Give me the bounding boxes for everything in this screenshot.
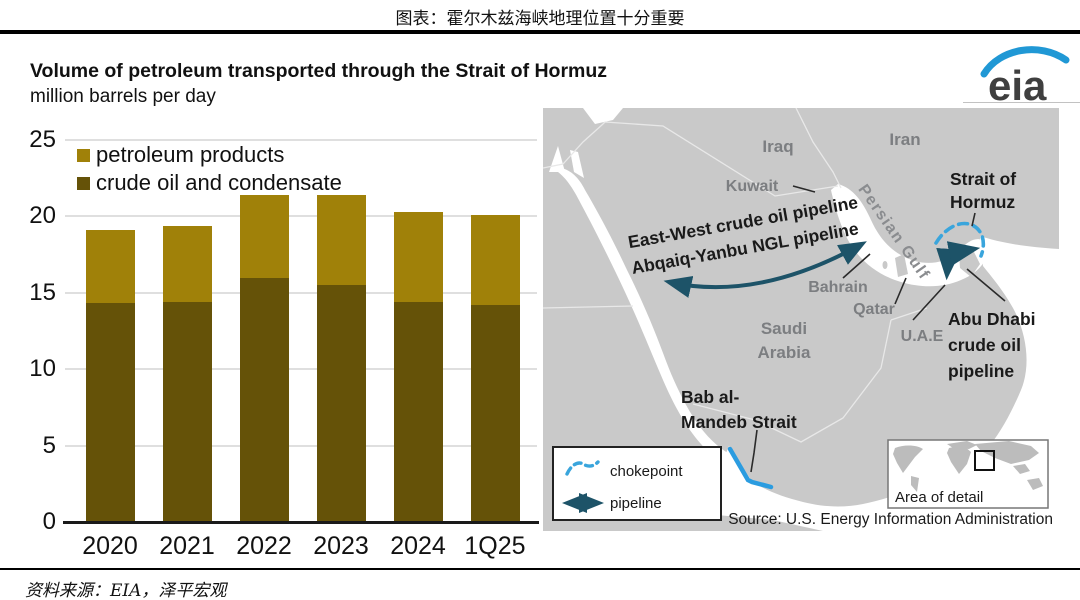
label-abu-dhabi-2: crude oil bbox=[948, 335, 1021, 355]
inset-world-continents bbox=[893, 441, 1043, 492]
label-qatar: Qatar bbox=[853, 301, 895, 318]
legend-swatch-petroleum-products bbox=[77, 149, 90, 162]
y-tick-0: 0 bbox=[42, 508, 56, 535]
legend-swatch-crude-oil bbox=[77, 177, 90, 190]
label-kuwait: Kuwait bbox=[726, 178, 779, 195]
label-strait-of-hormuz-1: Strait of bbox=[950, 169, 1016, 189]
bar-segment-crude-2021 bbox=[162, 301, 212, 522]
bab-leader bbox=[750, 429, 758, 473]
label-bab-al-mandeb-2: Mandeb Strait bbox=[681, 412, 797, 432]
bar-segment-petroleum-1Q25 bbox=[470, 214, 520, 305]
country-borders bbox=[543, 108, 928, 443]
map-legend-pipeline-label: pipeline bbox=[610, 495, 662, 512]
header-divider bbox=[0, 30, 1080, 34]
bab-al-mandeb-chokepoint bbox=[727, 446, 774, 490]
y-tick-25: 25 bbox=[29, 126, 56, 153]
eia-swoosh-icon bbox=[980, 46, 1070, 78]
label-strait-of-hormuz-2: Hormuz bbox=[950, 192, 1015, 212]
x-axis-line bbox=[63, 521, 539, 524]
map-legend-chokepoint-label: chokepoint bbox=[610, 463, 683, 480]
chart-subtitle: million barrels per day bbox=[30, 86, 216, 107]
strait-leader bbox=[971, 212, 976, 227]
chart-title: Volume of petroleum transported through … bbox=[30, 60, 608, 82]
qatar-leader bbox=[894, 277, 907, 305]
y-tick-5: 5 bbox=[42, 431, 56, 459]
grid-line-10 bbox=[65, 368, 537, 371]
mediterranean-sea bbox=[583, 108, 623, 124]
horn-of-africa bbox=[598, 512, 823, 531]
legend-label-petroleum-products: petroleum products bbox=[96, 142, 285, 167]
chokepoint-legend-icon bbox=[565, 460, 600, 476]
label-abu-dhabi-3: pipeline bbox=[948, 361, 1014, 381]
label-iraq: Iraq bbox=[762, 137, 793, 156]
map-legend: chokepoint pipeline bbox=[552, 446, 722, 521]
x-tick-2023: 2023 bbox=[313, 532, 369, 560]
hormuz-map: Iraq Iran Kuwait Bahrain Qatar Saudi Ara… bbox=[543, 108, 1059, 531]
map-source: Source: U.S. Energy Information Administ… bbox=[728, 511, 1053, 528]
label-iran: Iran bbox=[889, 130, 920, 149]
bahrain-leader bbox=[842, 253, 871, 279]
inset-detail-rect bbox=[974, 450, 995, 471]
grid-line-15 bbox=[65, 291, 537, 294]
uae-leader bbox=[912, 284, 946, 321]
x-tick-2020: 2020 bbox=[82, 532, 138, 560]
eia-logo: eia bbox=[980, 46, 1070, 106]
leader-lines bbox=[750, 185, 1006, 473]
logo-divider bbox=[963, 102, 1080, 103]
bar-segment-petroleum-2023 bbox=[316, 195, 366, 286]
inset-label: Area of detail bbox=[895, 489, 983, 506]
grid-line-5 bbox=[65, 444, 537, 447]
area-of-detail-inset: Area of detail bbox=[887, 439, 1049, 509]
x-tick-2024: 2024 bbox=[390, 532, 446, 560]
bar-segment-petroleum-2022 bbox=[239, 195, 289, 278]
abu-dhabi-pipeline-arrow bbox=[936, 241, 981, 281]
bar-segment-crude-2024 bbox=[393, 301, 443, 522]
label-saudi-2: Arabia bbox=[758, 343, 811, 362]
bar-segment-crude-2020 bbox=[85, 303, 135, 522]
label-saudi-1: Saudi bbox=[761, 319, 807, 338]
x-tick-2022: 2022 bbox=[236, 532, 292, 560]
bar-segment-crude-2022 bbox=[239, 277, 289, 522]
bar-segment-crude-2023 bbox=[316, 285, 366, 522]
y-tick-15: 15 bbox=[29, 278, 56, 306]
eia-logo-text: eia bbox=[988, 62, 1047, 106]
grid-line-25 bbox=[65, 139, 537, 141]
bahrain-island bbox=[882, 261, 888, 269]
x-tick-2021: 2021 bbox=[159, 532, 215, 560]
grid-line-20 bbox=[65, 215, 537, 218]
bar-segment-petroleum-2021 bbox=[162, 225, 212, 302]
label-bahrain: Bahrain bbox=[808, 279, 868, 296]
legend-label-crude-oil: crude oil and condensate bbox=[96, 170, 342, 195]
y-tick-10: 10 bbox=[29, 355, 56, 383]
red-sea bbox=[555, 168, 746, 478]
abu-dhabi-leader bbox=[966, 268, 1006, 302]
x-tick-1Q25: 1Q25 bbox=[464, 532, 526, 560]
qatar-peninsula bbox=[895, 254, 908, 277]
label-bab-al-mandeb-1: Bab al- bbox=[681, 387, 740, 407]
east-west-pipeline-arrow bbox=[663, 241, 867, 298]
bar-segment-petroleum-2020 bbox=[85, 230, 135, 304]
y-tick-20: 20 bbox=[29, 202, 56, 230]
label-uae: U.A.E bbox=[901, 328, 944, 345]
footer-divider bbox=[0, 568, 1080, 570]
footer-source: 资料来源：EIA，泽平宏观 bbox=[25, 581, 227, 600]
bar-segment-petroleum-2024 bbox=[393, 211, 443, 302]
page-title: 图表：霍尔木兹海峡地理位置十分重要 bbox=[395, 9, 685, 29]
gulf-of-aqaba bbox=[570, 150, 584, 178]
kuwait-leader bbox=[792, 185, 816, 193]
bar-segment-crude-1Q25 bbox=[470, 305, 520, 522]
label-abu-dhabi-1: Abu Dhabi bbox=[948, 309, 1036, 329]
